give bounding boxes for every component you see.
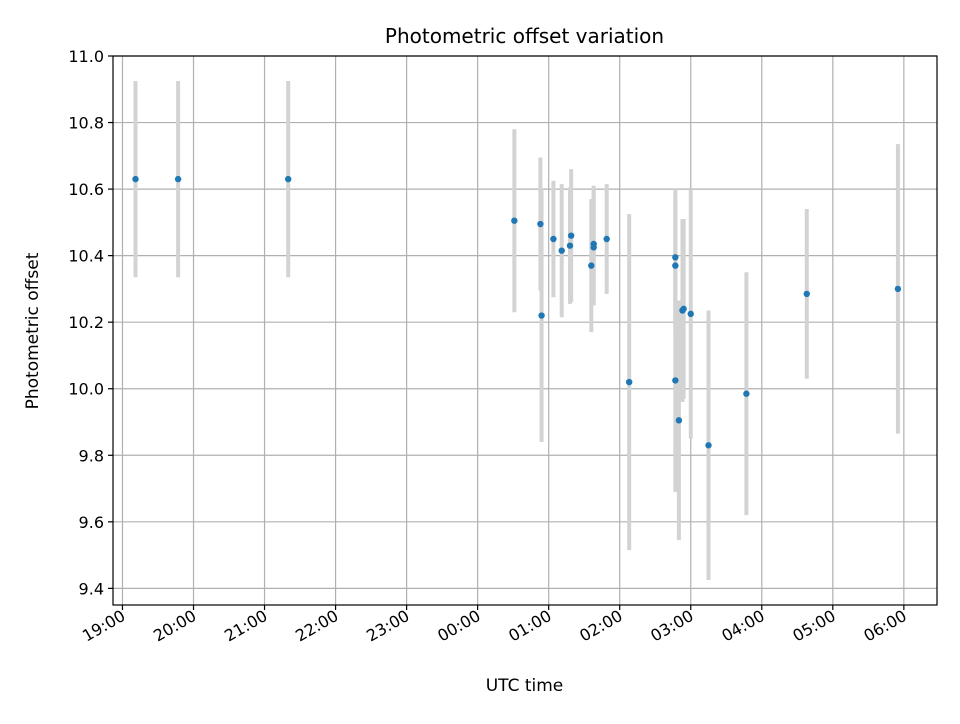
data-point	[803, 290, 810, 298]
data-point	[672, 262, 679, 269]
y-tick-label: 10.4	[68, 247, 104, 266]
data-point	[687, 310, 694, 318]
data-point	[285, 175, 292, 183]
data-points	[132, 175, 902, 449]
y-tick-label: 10.6	[68, 180, 104, 199]
chart-title: Photometric offset variation	[385, 24, 664, 48]
data-point	[537, 220, 544, 228]
data-point	[705, 442, 712, 449]
data-point	[590, 244, 597, 251]
y-tick-label: 9.4	[79, 579, 104, 598]
data-point	[511, 217, 518, 224]
y-tick-label: 10.0	[68, 380, 104, 399]
data-point	[550, 235, 557, 243]
data-point	[672, 377, 679, 384]
data-point	[538, 312, 545, 319]
plot-frame	[112, 55, 938, 606]
y-axis-label: Photometric offset	[23, 252, 43, 409]
y-tick-label: 9.6	[79, 513, 104, 532]
y-tick-label: 9.8	[79, 446, 104, 465]
data-point	[132, 175, 139, 183]
data-point	[743, 390, 750, 397]
data-point	[567, 232, 575, 239]
data-point	[558, 247, 565, 254]
data-point	[174, 175, 182, 183]
y-axis-ticks: 9.4 9.6 9.8 10.0 10.2 10.4 10.6 10.8 11.0	[68, 47, 113, 598]
y-tick-label: 10.2	[68, 313, 104, 332]
data-point	[588, 262, 595, 269]
x-axis-label: UTC time	[486, 676, 564, 696]
grid	[113, 55, 937, 605]
data-point	[566, 242, 574, 249]
data-point	[680, 305, 687, 313]
y-tick-label: 11.0	[68, 47, 104, 66]
data-point	[603, 235, 610, 243]
data-point	[675, 417, 683, 424]
y-tick-label: 10.8	[68, 114, 104, 133]
data-point	[672, 254, 679, 261]
data-point	[894, 285, 902, 293]
data-point	[625, 378, 633, 386]
